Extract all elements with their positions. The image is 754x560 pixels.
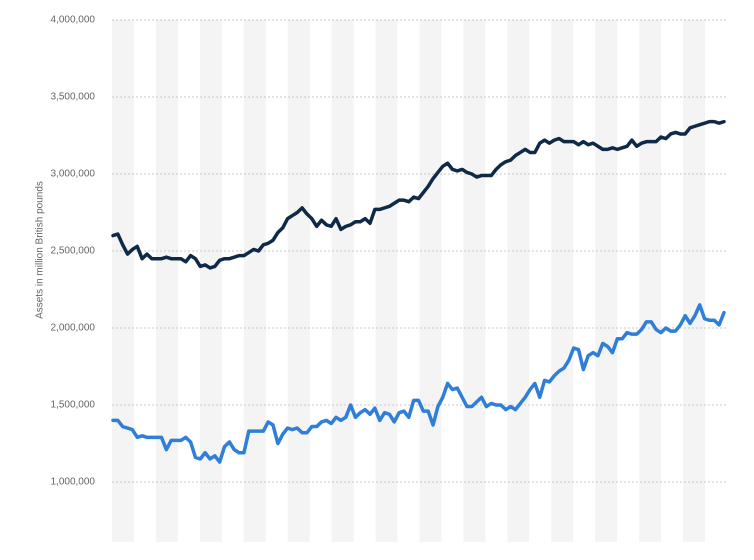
band [463, 20, 486, 542]
line-series [111, 119, 726, 270]
band [155, 20, 178, 542]
band [419, 20, 442, 542]
band [199, 20, 222, 542]
band [595, 20, 618, 542]
background-bands [112, 20, 706, 542]
y-tick-label: 3,000,000 [51, 169, 96, 180]
y-tick-label: 3,500,000 [51, 92, 96, 103]
y-tick-label: 4,000,000 [51, 15, 96, 26]
line-series [111, 303, 726, 464]
band [639, 20, 662, 542]
y-tick-label: 1,500,000 [51, 400, 96, 411]
band [551, 20, 574, 542]
y-tick-label: 2,500,000 [51, 246, 96, 257]
y-tick-label: 2,000,000 [51, 323, 96, 334]
y-tick-label: 1,000,000 [51, 477, 96, 488]
band [331, 20, 354, 542]
band [507, 20, 530, 542]
band [243, 20, 266, 542]
band [683, 20, 706, 542]
band [287, 20, 310, 542]
y-axis-label: Assets in million British pounds [35, 181, 46, 319]
band [112, 20, 134, 542]
band [375, 20, 398, 542]
